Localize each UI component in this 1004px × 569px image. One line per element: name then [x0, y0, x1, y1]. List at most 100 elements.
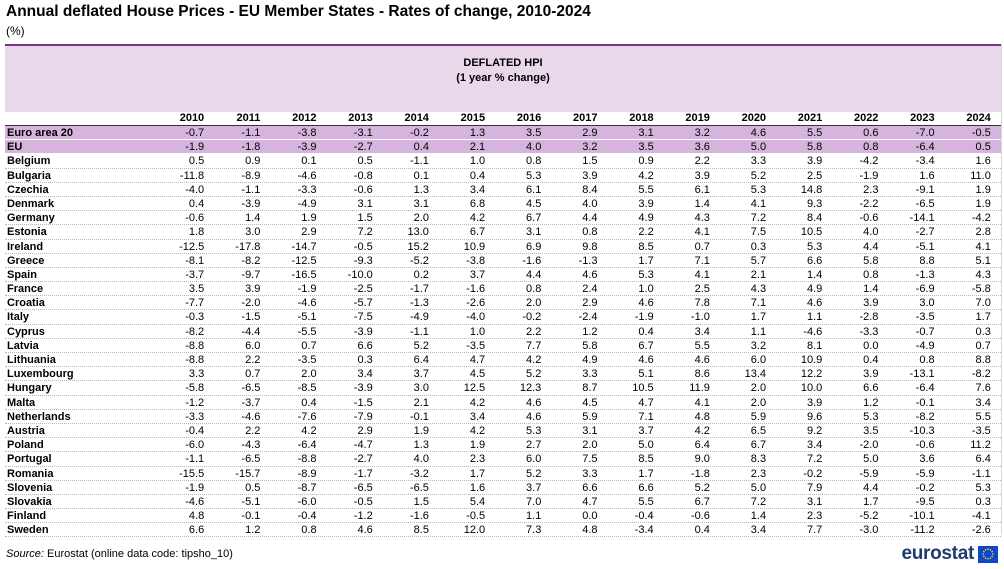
- value-cell: 7.1: [638, 410, 654, 423]
- value-cell: 2.4: [582, 283, 598, 296]
- row-label: Poland: [7, 439, 44, 452]
- value-cell: 5.1: [975, 254, 991, 267]
- value-cell: -8.2: [241, 254, 261, 267]
- value-cell: 2.0: [750, 396, 767, 409]
- value-cell: 5.7: [750, 254, 767, 267]
- row-label: France: [7, 283, 44, 296]
- value-cell: 4.6: [357, 524, 373, 537]
- value-cell: 3.6: [919, 453, 935, 466]
- value-cell: 0.0: [863, 339, 879, 352]
- value-cell: 12.5: [463, 382, 486, 395]
- value-cell: 3.1: [806, 495, 823, 508]
- eu-star-icon: [984, 557, 987, 559]
- value-cell: 0.7: [694, 240, 710, 253]
- eurostat-logo: eurostat: [901, 543, 998, 565]
- value-cell: 2.3: [863, 183, 879, 196]
- value-cell: 4.8: [582, 524, 598, 537]
- table-row: Spain -3.7 -9.7 -16.5 -10.0 0.2 3.7 4.4 4.6 5.3 4.…: [5, 268, 1001, 283]
- value-cell: -8.9: [297, 467, 317, 480]
- value-cell: -8.8: [185, 339, 205, 352]
- value-cell: 7.1: [750, 297, 767, 310]
- value-cell: 1.4: [806, 268, 823, 281]
- value-cell: -1.9: [185, 481, 205, 494]
- value-cell: 5.3: [638, 268, 654, 281]
- value-cell: -2.5: [353, 283, 373, 296]
- value-cell: 4.6: [526, 396, 542, 409]
- value-cell: -6.4: [297, 439, 317, 452]
- table-row: Slovenia -1.9 0.5 -8.7 -6.5 -6.5 1.6 3.7 6.6 6.6 5…: [5, 481, 1001, 495]
- data-table: DEFLATED HPI (1 year % change) 2010 2011 2…: [5, 44, 1001, 538]
- value-cell: 2.1: [469, 141, 486, 154]
- value-cell: -6.0: [297, 495, 317, 508]
- value-cell: -10.3: [909, 424, 935, 437]
- table-row: Greece -8.1 -8.2 -12.5 -9.3 -5.2 -3.8 -1.6 -1.3 1…: [5, 254, 1001, 268]
- value-cell: 11.2: [970, 439, 991, 452]
- value-cell: 3.3: [582, 368, 598, 381]
- value-cell: 4.7: [638, 396, 654, 409]
- value-cell: 7.0: [526, 495, 542, 508]
- value-cell: -1.7: [409, 283, 429, 296]
- year-header-cell: 2013: [348, 112, 373, 124]
- value-cell: -11.2: [910, 524, 935, 537]
- value-cell: -4.6: [297, 169, 317, 182]
- row-label: Estonia: [7, 226, 47, 239]
- value-cell: 3.9: [863, 297, 879, 310]
- value-cell: -7.6: [297, 410, 317, 423]
- value-cell: -0.6: [859, 212, 879, 225]
- header-title: DEFLATED HPI: [463, 57, 543, 69]
- value-cell: 3.4: [975, 396, 991, 409]
- value-cell: -1.9: [859, 169, 879, 182]
- value-cell: 1.7: [975, 311, 991, 324]
- row-label: Finland: [7, 510, 47, 523]
- value-cell: -8.2: [185, 325, 205, 338]
- value-cell: 0.3: [357, 354, 373, 366]
- value-cell: 2.2: [694, 155, 710, 168]
- value-cell: 5.9: [582, 410, 598, 423]
- table-row: Poland -6.0 -4.3 -6.4 -4.7 1.3 1.9 2.7 2.0 5.0 6.4…: [5, 438, 1001, 453]
- value-cell: -1.5: [353, 396, 373, 409]
- value-cell: -12.5: [291, 254, 317, 267]
- value-cell: 7.9: [806, 481, 823, 494]
- value-cell: -0.1: [915, 396, 935, 409]
- value-cell: 4.1: [694, 396, 710, 409]
- value-cell: 6.6: [638, 481, 654, 494]
- value-cell: -4.2: [971, 212, 991, 225]
- value-cell: 1.7: [638, 467, 654, 480]
- value-cell: -5.1: [297, 311, 317, 324]
- value-cell: 3.2: [750, 339, 767, 352]
- value-cell: 4.2: [694, 424, 710, 437]
- value-cell: -8.2: [971, 368, 991, 381]
- value-cell: -3.3: [297, 183, 317, 196]
- value-cell: 3.5: [526, 127, 542, 139]
- value-cell: -3.2: [409, 467, 429, 480]
- value-cell: 0.4: [413, 141, 429, 154]
- value-cell: 3.1: [638, 127, 654, 139]
- value-cell: 9.2: [806, 424, 823, 437]
- value-cell: 5.0: [750, 141, 767, 154]
- aggregate-row: Euro area 20 -0.7 -1.1 -3.8 -3.1 -0.2 1.3 3.5 2.…: [5, 126, 1001, 141]
- value-cell: -3.4: [915, 155, 935, 168]
- value-cell: -3.9: [297, 141, 317, 154]
- value-cell: 4.9: [638, 212, 654, 225]
- row-label: Cyprus: [7, 325, 45, 338]
- row-label: Ireland: [7, 240, 44, 253]
- page-title: Annual deflated House Prices - EU Member…: [6, 3, 591, 20]
- value-cell: 5.3: [526, 169, 542, 182]
- value-cell: 3.1: [357, 197, 373, 210]
- value-cell: 4.2: [301, 424, 317, 437]
- value-cell: -8.9: [241, 169, 261, 182]
- value-cell: 4.6: [582, 268, 598, 281]
- value-cell: 1.8: [188, 226, 205, 239]
- value-cell: -2.0: [859, 439, 879, 452]
- value-cell: 4.5: [469, 368, 486, 381]
- row-label: Bulgaria: [7, 169, 52, 182]
- value-cell: 7.1: [694, 254, 710, 267]
- value-cell: 1.4: [863, 283, 879, 296]
- value-cell: -4.7: [353, 439, 373, 452]
- value-cell: 1.1: [526, 510, 542, 523]
- row-label: Portugal: [7, 453, 52, 466]
- value-cell: 15.2: [407, 240, 429, 253]
- value-cell: 0.3: [975, 325, 991, 338]
- value-cell: -0.4: [297, 510, 317, 523]
- value-cell: 0.5: [975, 141, 991, 154]
